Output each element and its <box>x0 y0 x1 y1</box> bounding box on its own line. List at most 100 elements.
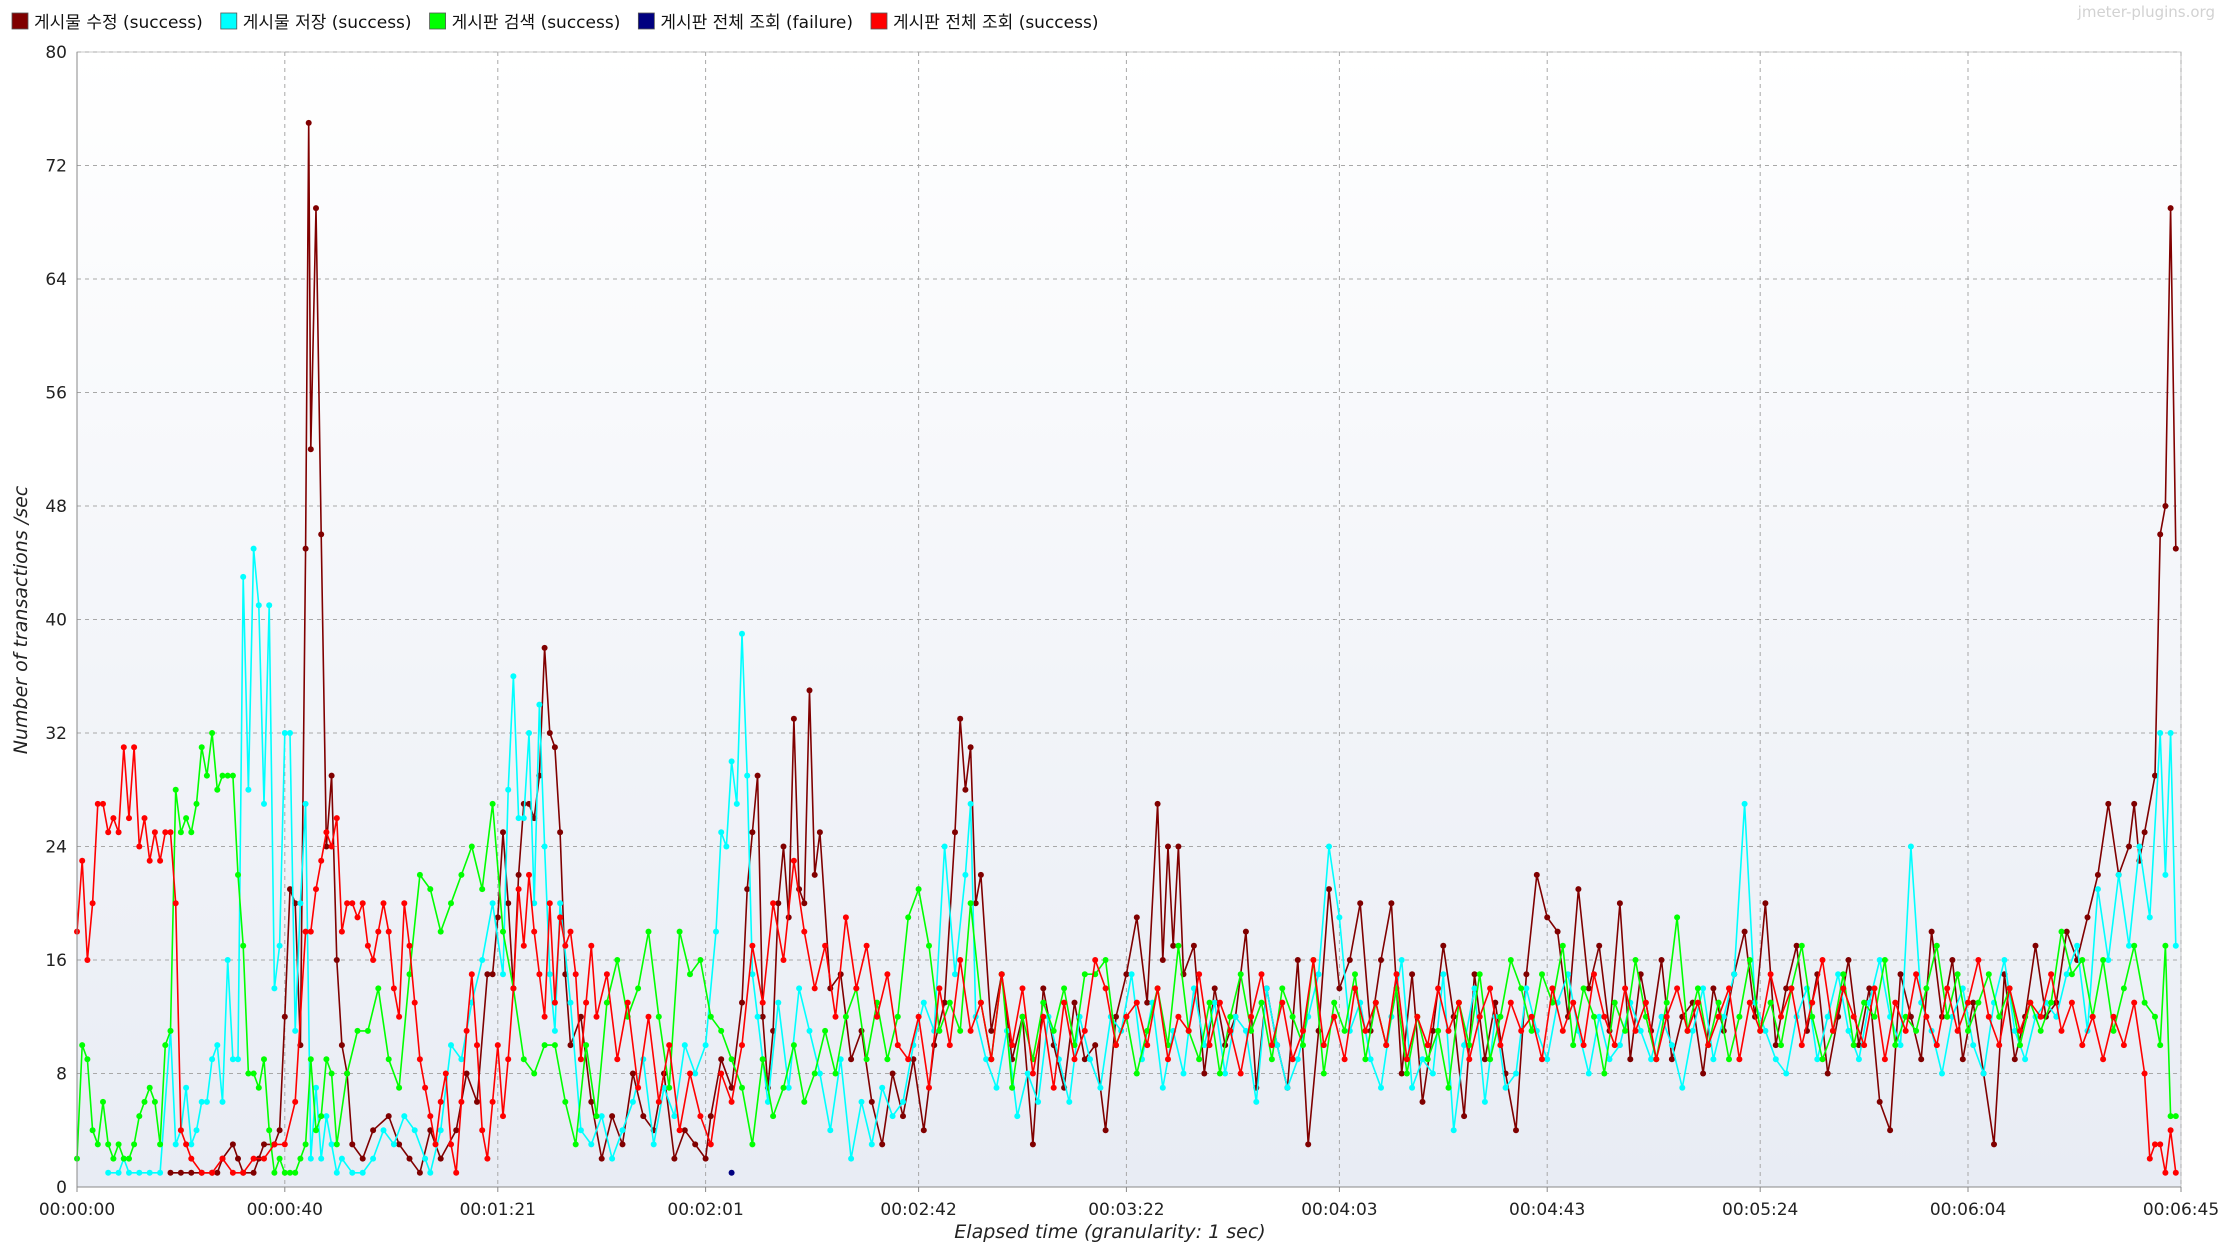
data-point <box>962 871 969 878</box>
data-point <box>2157 1042 2164 1049</box>
data-point <box>364 942 371 949</box>
data-point <box>292 1027 299 1034</box>
data-point <box>728 758 735 765</box>
data-point <box>1715 999 1722 1006</box>
data-point <box>1970 1042 1977 1049</box>
data-point <box>500 971 506 978</box>
data-point <box>463 1027 470 1034</box>
data-point <box>577 1013 584 1020</box>
data-point <box>115 1169 122 1176</box>
data-point <box>188 1141 195 1148</box>
legend-item[interactable]: 게시물 저장 (success) <box>220 12 412 33</box>
data-point <box>676 928 683 935</box>
data-point <box>1040 985 1047 992</box>
data-point <box>1310 957 1317 963</box>
data-point <box>1855 1042 1862 1049</box>
y-tick-label: 8 <box>56 1065 67 1085</box>
data-point <box>1975 999 1982 1006</box>
data-point <box>1731 971 1738 978</box>
data-point <box>214 1169 221 1176</box>
data-point <box>1326 843 1332 850</box>
data-point <box>110 815 117 822</box>
data-point <box>1907 843 1914 850</box>
data-point <box>1933 1042 1940 1049</box>
data-point <box>692 1070 699 1077</box>
data-point <box>609 1155 616 1162</box>
data-point <box>1866 999 1873 1006</box>
data-point <box>219 772 226 779</box>
data-point <box>739 630 745 637</box>
data-point <box>520 942 527 949</box>
data-point <box>1819 957 1826 963</box>
legend-item[interactable]: 게시판 전체 조회 (failure) <box>637 12 853 33</box>
data-point <box>1061 999 1068 1006</box>
data-point <box>1533 871 1540 878</box>
data-point <box>567 928 574 935</box>
data-point <box>1372 999 1379 1006</box>
data-point <box>235 1056 241 1063</box>
data-point <box>614 957 621 963</box>
data-point <box>1850 1013 1857 1020</box>
data-point <box>250 545 257 552</box>
data-point <box>2017 1027 2023 1034</box>
data-point <box>354 914 361 921</box>
data-point <box>401 900 408 907</box>
data-point <box>707 1113 714 1120</box>
data-point <box>338 1042 345 1049</box>
data-point <box>1466 1042 1473 1049</box>
data-point <box>1144 1042 1151 1049</box>
data-point <box>2157 531 2164 538</box>
data-point <box>936 1027 943 1034</box>
data-point <box>780 957 787 963</box>
data-point <box>214 786 221 793</box>
legend-item[interactable]: 게시판 검색 (success) <box>429 12 621 33</box>
data-point <box>1658 1013 1665 1020</box>
data-point <box>1855 1056 1862 1063</box>
data-point <box>816 829 823 836</box>
legend-item[interactable]: 게시물 수정 (success) <box>11 12 203 33</box>
data-point <box>1585 1070 1592 1077</box>
data-point <box>2152 1141 2158 1148</box>
data-point <box>759 1013 766 1020</box>
legend-item[interactable]: 게시판 전체 조회 (success) <box>870 12 1098 33</box>
data-point <box>281 1169 288 1176</box>
data-point <box>972 900 979 907</box>
data-point <box>84 1056 91 1063</box>
data-point <box>79 1042 86 1049</box>
data-point <box>905 914 912 921</box>
data-point <box>520 1056 527 1063</box>
data-point <box>255 602 262 609</box>
data-point <box>546 900 553 907</box>
data-point <box>2162 871 2169 878</box>
data-point <box>209 1169 216 1176</box>
data-point <box>1710 1056 1717 1063</box>
data-point <box>790 715 797 722</box>
data-point <box>526 871 532 878</box>
x-tick-label: 00:02:01 <box>667 1200 743 1220</box>
data-point <box>411 999 418 1006</box>
data-point <box>1190 942 1197 949</box>
data-point <box>1253 1098 1260 1105</box>
data-point <box>2068 999 2075 1006</box>
data-point <box>1824 1070 1831 1077</box>
data-point <box>1767 971 1774 978</box>
data-point <box>2079 1042 2086 1049</box>
data-point <box>983 1056 990 1063</box>
data-point <box>1642 999 1649 1006</box>
data-point <box>1294 1056 1301 1063</box>
data-point <box>1227 1027 1234 1034</box>
data-point <box>1403 1070 1410 1077</box>
data-point <box>2126 843 2132 850</box>
data-point <box>474 1098 480 1105</box>
data-point <box>229 1141 236 1148</box>
data-point <box>448 900 454 907</box>
data-point <box>510 673 517 680</box>
data-point <box>977 871 984 878</box>
data-point <box>567 1042 574 1049</box>
data-point <box>2048 971 2055 978</box>
data-point <box>209 730 216 736</box>
data-point <box>2068 971 2075 978</box>
data-point <box>188 1169 195 1176</box>
data-point <box>183 1084 190 1091</box>
data-point <box>837 1056 844 1063</box>
